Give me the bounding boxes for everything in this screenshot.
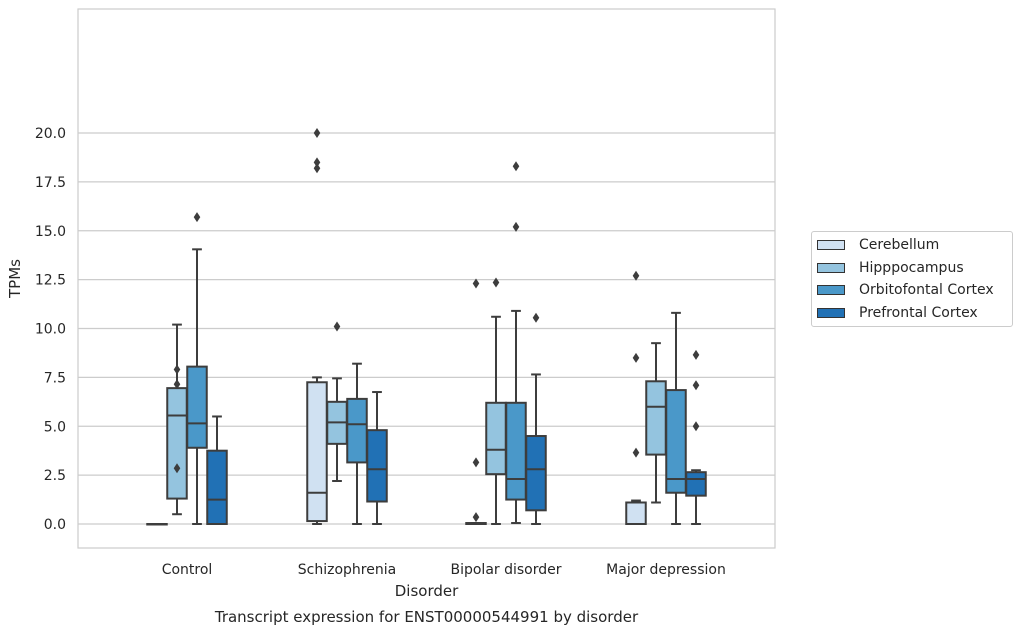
box-0-1 — [306, 128, 328, 525]
outlier-marker — [173, 379, 181, 390]
box-iqr — [166, 387, 188, 500]
box-1-0 — [166, 323, 188, 516]
box-iqr — [186, 365, 208, 449]
legend-label: Hipppocampus — [859, 259, 964, 276]
box-3-3 — [685, 349, 707, 525]
box-iqr — [306, 381, 328, 523]
outlier-marker — [472, 512, 480, 523]
outlier-marker — [512, 161, 520, 172]
legend-label: Prefrontal Cortex — [859, 304, 978, 321]
box-iqr — [665, 389, 687, 494]
x-tick-label: Bipolar disorder — [450, 562, 561, 578]
x-tick-label: Schizophrenia — [298, 562, 396, 578]
x-tick-label: Major depression — [606, 562, 726, 578]
outlier-marker — [313, 163, 321, 174]
box-0-2 — [465, 278, 487, 526]
plot-series — [146, 128, 707, 526]
box-iqr — [206, 449, 228, 525]
legend-item: Hipppocampus — [812, 257, 1012, 280]
legend-item: Cerebellum — [812, 234, 1012, 257]
outlier-marker — [313, 157, 321, 168]
legend-label: Cerebellum — [859, 237, 940, 254]
y-tick-label: 12.5 — [35, 273, 66, 289]
box-0-0 — [146, 523, 168, 526]
box-2-2 — [505, 161, 527, 525]
box-iqr — [505, 401, 527, 501]
box-iqr — [685, 471, 707, 497]
outlier-marker — [472, 457, 480, 468]
box-3-1 — [366, 391, 388, 525]
box-3-0 — [206, 415, 228, 525]
outlier-marker — [333, 321, 341, 332]
box-0-3 — [625, 270, 647, 525]
box-2-0 — [186, 212, 208, 525]
y-tick-label: 2.5 — [44, 468, 66, 484]
y-tick-label: 7.5 — [44, 370, 66, 386]
outlier-marker — [632, 447, 640, 458]
x-tick-label: Control — [162, 562, 213, 578]
box-2-1 — [346, 362, 368, 525]
box-1-2 — [485, 277, 507, 525]
box-1-3 — [645, 342, 667, 504]
plot-frame — [77, 8, 776, 549]
chart-caption: Transcript expression for ENST0000054499… — [214, 608, 639, 626]
y-tick-label: 20.0 — [35, 126, 66, 142]
box-iqr — [366, 429, 388, 503]
box-iqr — [625, 501, 647, 525]
outlier-marker — [692, 380, 700, 391]
legend-swatch — [817, 240, 845, 251]
y-tick-label: 15.0 — [35, 224, 66, 240]
outlier-marker — [173, 364, 181, 375]
outlier-marker — [532, 312, 540, 323]
legend-item: Prefrontal Cortex — [812, 302, 1012, 325]
y-tick-labels: 0.0 2.5 5.0 7.5 10.0 12.5 15.0 17.5 20.0 — [35, 126, 66, 533]
box-3-2 — [525, 312, 547, 525]
outlier-marker — [692, 349, 700, 360]
box-2-3 — [665, 311, 687, 525]
box-iqr — [525, 435, 547, 512]
outlier-marker — [313, 128, 321, 138]
legend: Cerebellum Hipppocampus Orbitofontal Corte… — [811, 231, 1013, 327]
outlier-marker — [632, 270, 640, 281]
x-axis-label: Disorder — [395, 582, 459, 600]
y-tick-label: 10.0 — [35, 322, 66, 338]
outlier-marker — [492, 277, 500, 288]
box-iqr — [645, 380, 667, 456]
legend-swatch — [817, 307, 845, 318]
outlier-marker — [173, 463, 181, 474]
y-tick-label: 17.5 — [35, 175, 66, 191]
box-1-1 — [326, 321, 348, 482]
legend-swatch — [817, 262, 845, 273]
y-tick-label: 0.0 — [44, 517, 66, 533]
outlier-marker — [512, 221, 520, 232]
outlier-marker — [692, 421, 700, 432]
box-iqr — [485, 401, 507, 476]
y-tick-label: 5.0 — [44, 419, 66, 435]
legend-label: Orbitofontal Cortex — [859, 282, 994, 299]
legend-item: Orbitofontal Cortex — [812, 279, 1012, 302]
outlier-marker — [472, 278, 480, 289]
outlier-marker — [632, 352, 640, 363]
y-axis-label: TPMs — [6, 259, 24, 299]
legend-swatch — [817, 285, 845, 296]
box-iqr — [346, 397, 368, 464]
outlier-marker — [193, 212, 201, 223]
x-tick-labels: Control Schizophrenia Bipolar disorder Majo… — [162, 562, 726, 578]
